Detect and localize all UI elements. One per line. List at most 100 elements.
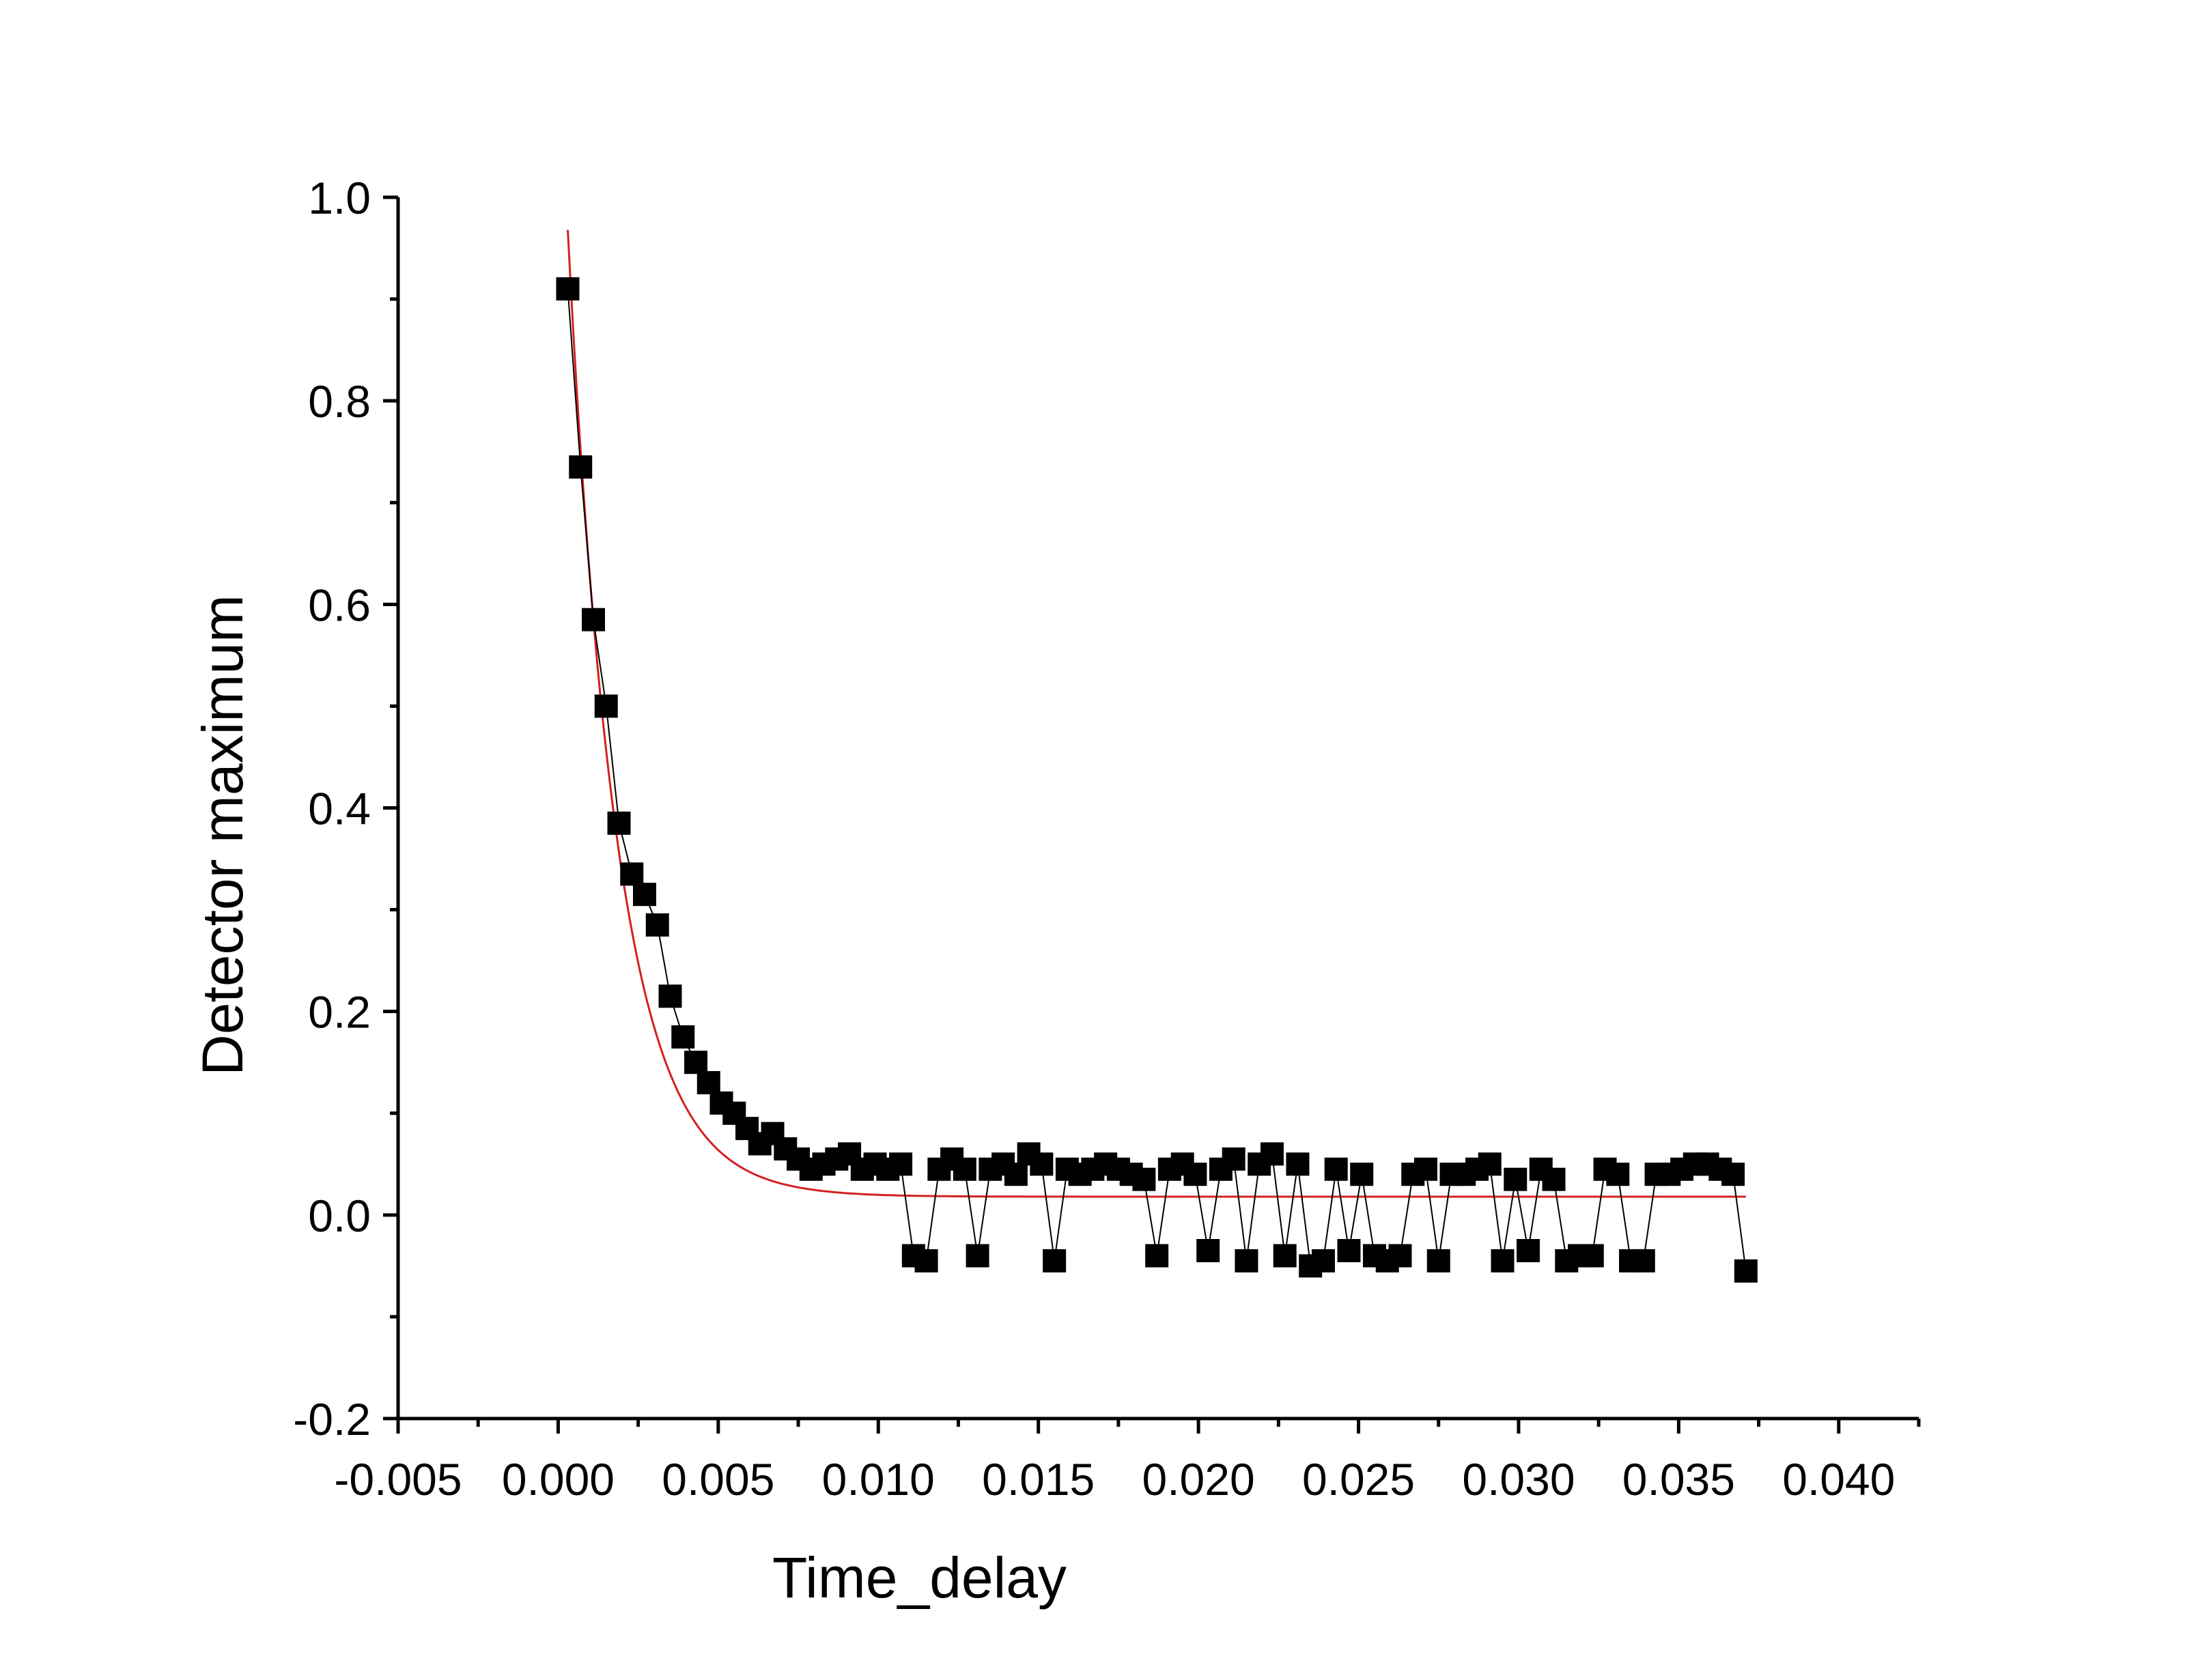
data-point: [658, 984, 682, 1008]
y-tick-label: 0.0: [308, 1191, 371, 1241]
connector-segment: [1271, 1154, 1286, 1256]
data-point: [1631, 1249, 1655, 1272]
data-point: [607, 811, 631, 835]
data-point: [1734, 1259, 1758, 1283]
connector-segment: [1054, 1169, 1068, 1262]
connector-segment: [1233, 1158, 1248, 1262]
data-point: [581, 608, 605, 631]
y-tick-label: 0.8: [308, 376, 371, 427]
connector-segment: [1591, 1169, 1606, 1256]
connector-segment: [605, 706, 620, 823]
data-point: [1721, 1163, 1745, 1186]
data-points-layer: [556, 277, 1758, 1283]
connector-segment: [1399, 1174, 1414, 1256]
data-point: [1324, 1157, 1348, 1181]
connector-segment: [1297, 1164, 1312, 1266]
data-point: [1196, 1239, 1220, 1263]
data-point: [620, 862, 644, 886]
connector-segment: [1528, 1169, 1542, 1251]
data-point: [645, 913, 669, 937]
data-point: [1235, 1249, 1258, 1272]
data-point: [671, 1025, 695, 1049]
x-tick-label: 0.035: [1622, 1454, 1735, 1505]
x-axis-title: Time_delay: [772, 1546, 1067, 1610]
connector-segment: [1437, 1174, 1452, 1262]
data-point: [696, 1071, 720, 1095]
y-axis-title: Detector maximum: [191, 595, 255, 1076]
data-point: [1388, 1244, 1412, 1268]
data-point: [684, 1051, 708, 1074]
x-tick-label: 0.025: [1302, 1454, 1415, 1505]
data-point: [556, 277, 580, 301]
connector-segment: [593, 619, 607, 707]
data-point: [1043, 1249, 1067, 1272]
connector-segment: [1553, 1179, 1568, 1262]
y-tick-label: -0.2: [293, 1394, 371, 1444]
data-point: [1145, 1244, 1169, 1268]
connector-segment: [1348, 1174, 1363, 1251]
data-point: [953, 1157, 976, 1181]
x-tick-label: 0.015: [982, 1454, 1095, 1505]
connector-segment: [580, 466, 594, 620]
data-point: [966, 1244, 989, 1268]
data-point: [1580, 1244, 1604, 1268]
connector-segment: [1732, 1174, 1747, 1271]
data-point: [1260, 1142, 1284, 1166]
connector-segment: [1335, 1169, 1350, 1251]
data-point: [1606, 1163, 1630, 1186]
connector-segment: [1642, 1174, 1657, 1262]
connector-segment: [963, 1169, 979, 1256]
connector-segment: [567, 289, 582, 468]
x-tick-label: 0.000: [502, 1454, 615, 1505]
connector-segment: [1361, 1174, 1375, 1256]
connector-segment: [1041, 1164, 1056, 1262]
data-point: [1311, 1249, 1335, 1272]
data-point: [1504, 1167, 1528, 1191]
connector-segment: [1156, 1169, 1170, 1256]
connector-segment: [900, 1164, 914, 1256]
data-point: [1542, 1167, 1566, 1191]
data-point: [1350, 1163, 1374, 1186]
x-tick-label: -0.005: [334, 1454, 462, 1505]
connector-segment: [1207, 1169, 1222, 1251]
y-ticks: -0.2 0.0 0.2 0.4 0.6 0.8 1.0: [293, 173, 398, 1444]
data-point: [1132, 1167, 1156, 1191]
connector-segment: [656, 924, 671, 997]
x-tick-label: 0.020: [1142, 1454, 1255, 1505]
fit-curve: [567, 229, 1746, 1198]
data-point: [1517, 1239, 1540, 1263]
connector-segment: [1502, 1179, 1517, 1262]
connector-segment: [1515, 1179, 1529, 1251]
data-point: [1337, 1239, 1361, 1263]
data-point: [914, 1249, 938, 1272]
data-point: [1222, 1147, 1245, 1171]
data-point: [1030, 1152, 1054, 1176]
connector-segment: [1424, 1169, 1439, 1262]
data-point: [1273, 1244, 1297, 1268]
data-point: [1478, 1152, 1502, 1176]
data-point: [594, 694, 618, 718]
y-tick-label: 0.6: [308, 580, 371, 630]
connector-segment: [1245, 1164, 1261, 1262]
data-point: [633, 883, 657, 907]
y-tick-label: 0.4: [308, 784, 371, 834]
connector-segment: [1489, 1164, 1504, 1262]
x-tick-label: 0.005: [662, 1454, 774, 1505]
connector-segment: [1143, 1179, 1158, 1256]
fit-curve-layer: [567, 229, 1746, 1198]
data-point: [1004, 1163, 1028, 1186]
connector-segment: [1194, 1174, 1209, 1251]
connector-segment: [1284, 1164, 1299, 1256]
x-tick-label: 0.040: [1782, 1454, 1895, 1505]
data-point: [1183, 1163, 1207, 1186]
y-tick-label: 0.2: [308, 987, 371, 1038]
connector-segment: [1617, 1174, 1632, 1262]
x-tick-label: 0.010: [822, 1454, 935, 1505]
data-point: [889, 1152, 913, 1176]
data-point: [569, 455, 593, 479]
data-point: [1286, 1152, 1310, 1176]
x-tick-label: 0.030: [1462, 1454, 1575, 1505]
connector-segment: [976, 1169, 991, 1256]
data-point: [1426, 1249, 1450, 1272]
